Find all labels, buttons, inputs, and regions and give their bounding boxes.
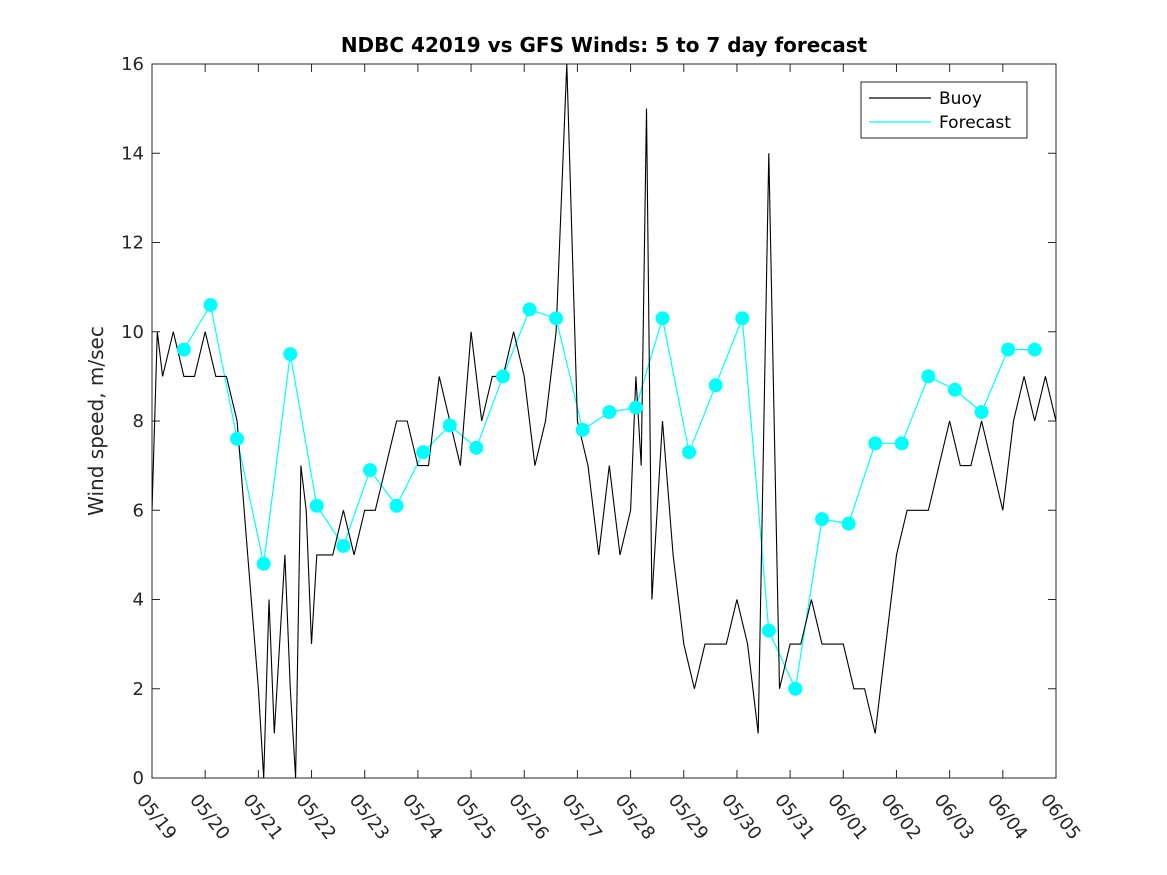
chart-title: NDBC 42019 vs GFS Winds: 5 to 7 day fore… <box>341 33 868 57</box>
forecast-marker <box>442 418 457 433</box>
forecast-marker <box>602 405 617 420</box>
x-tick-label: 05/26 <box>504 790 552 844</box>
x-tick-label: 05/19 <box>132 790 180 844</box>
y-tick-label: 8 <box>133 411 144 432</box>
forecast-marker <box>1027 342 1042 357</box>
x-tick-label: 05/31 <box>770 790 818 844</box>
forecast-marker <box>256 556 271 571</box>
forecast-marker <box>894 436 909 451</box>
forecast-marker <box>788 681 803 696</box>
x-tick-label: 05/22 <box>292 790 340 844</box>
legend-label: Buoy <box>939 89 982 109</box>
legend-label: Forecast <box>939 113 1011 133</box>
forecast-marker <box>336 538 351 553</box>
forecast-marker <box>921 369 936 384</box>
forecast-marker <box>469 440 484 455</box>
y-axis-label: Wind speed, m/sec <box>84 326 108 516</box>
forecast-marker <box>682 445 697 460</box>
legend: Buoy Forecast <box>860 81 1028 139</box>
y-tick-label: 6 <box>133 500 144 521</box>
forecast-marker <box>176 342 191 357</box>
forecast-marker <box>655 311 670 326</box>
y-tick-label: 10 <box>121 322 144 343</box>
forecast-marker <box>230 431 245 446</box>
legend-box <box>860 81 1028 139</box>
forecast-marker <box>761 623 776 638</box>
buoy-line <box>152 64 1056 778</box>
x-tick-label: 05/23 <box>345 790 393 844</box>
forecast-marker <box>416 445 431 460</box>
forecast-marker <box>947 382 962 397</box>
forecast-marker <box>708 378 723 393</box>
x-tick-label: 05/25 <box>451 790 499 844</box>
x-tick-label: 05/29 <box>664 790 712 844</box>
forecast-marker <box>1001 342 1016 357</box>
forecast-marker <box>389 498 404 513</box>
forecast-marker <box>974 405 989 420</box>
forecast-marker <box>735 311 750 326</box>
x-tick-label: 05/21 <box>238 790 286 844</box>
x-tick-label: 06/03 <box>930 790 978 844</box>
y-tick-label: 2 <box>133 679 144 700</box>
x-tick-label: 06/02 <box>877 790 925 844</box>
x-tick-label: 06/05 <box>1036 790 1084 844</box>
forecast-marker <box>815 512 830 527</box>
axes-box <box>151 63 1057 779</box>
forecast-marker <box>522 302 537 317</box>
forecast-marker <box>283 347 298 362</box>
x-tick-label: 05/28 <box>611 790 659 844</box>
forecast-marker <box>575 422 590 437</box>
forecast-marker <box>549 311 564 326</box>
x-tick-label: 05/20 <box>185 790 233 844</box>
forecast-marker <box>841 516 856 531</box>
y-tick-label: 16 <box>121 54 144 75</box>
forecast-marker <box>203 297 218 312</box>
forecast-marker <box>363 463 378 478</box>
x-tick-label: 05/30 <box>717 790 765 844</box>
forecast-marker <box>628 400 643 415</box>
y-tick-label: 4 <box>133 590 144 611</box>
x-tick-label: 06/01 <box>823 790 871 844</box>
y-tick-label: 12 <box>121 233 144 254</box>
y-tick-label: 14 <box>121 143 144 164</box>
x-tick-label: 06/04 <box>983 790 1031 844</box>
y-tick-label: 0 <box>133 768 144 789</box>
x-tick-label: 05/27 <box>557 790 605 844</box>
forecast-marker <box>309 498 324 513</box>
x-tick-label: 05/24 <box>398 790 446 844</box>
forecast-marker <box>868 436 883 451</box>
forecast-marker <box>495 369 510 384</box>
